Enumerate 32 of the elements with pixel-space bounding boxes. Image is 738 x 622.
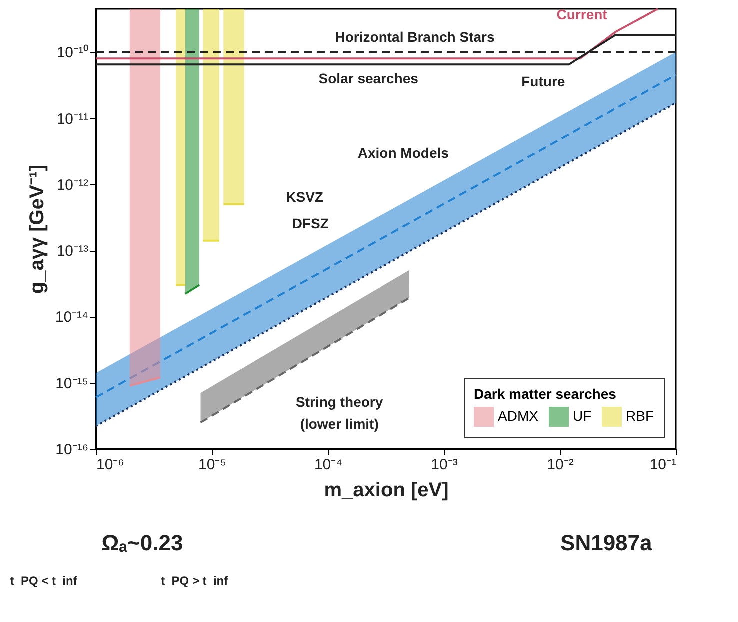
legend-title: Dark matter searches [474, 386, 617, 402]
y-tick-label: 10⁻¹³ [56, 243, 88, 260]
x-tick-label: 10⁻³ [431, 456, 458, 474]
y-tick-label: 10⁻¹⁰ [56, 44, 88, 62]
legend-label: RBF [626, 408, 654, 424]
annotation: (lower limit) [300, 416, 379, 432]
ref-line-label: Horizontal Branch Stars [335, 29, 495, 46]
text: t_PQ > t_inf [161, 574, 230, 588]
y-axis-title: g_aγγ [GeV⁻¹] [26, 164, 48, 294]
annotation: Axion Models [358, 145, 450, 162]
text: t_PQ < t_inf [10, 574, 78, 588]
annotation: String theory [296, 394, 384, 410]
y-tick-label: 10⁻¹² [56, 176, 88, 194]
text: SN1987a [560, 530, 654, 556]
legend-label: UF [573, 408, 592, 424]
x-tick-label: 10⁻² [547, 456, 574, 474]
x-tick-label: 10⁻¹ [650, 456, 676, 474]
y-tick-label: 10⁻¹¹ [56, 110, 88, 128]
legend-label: ADMX [498, 408, 540, 424]
x-tick-label: 10⁻⁵ [198, 456, 226, 474]
x-axis-title: m_axion [eV] [324, 480, 449, 502]
y-tick-label: 10⁻¹⁴ [55, 309, 88, 326]
series-label: Current [556, 6, 608, 22]
x-tick-label: 10⁻⁴ [314, 456, 343, 474]
y-tick-label: 10⁻¹⁶ [56, 442, 88, 458]
series-label: Future [522, 74, 566, 90]
text: Ωₐ~0.23 [102, 530, 184, 556]
annotation: KSVZ [286, 189, 324, 206]
y-tick-label: 10⁻¹⁵ [56, 375, 88, 392]
annotation: DFSZ [292, 216, 330, 232]
annotation: Solar searches [318, 70, 419, 86]
x-tick-label: 10⁻⁶ [96, 456, 124, 474]
